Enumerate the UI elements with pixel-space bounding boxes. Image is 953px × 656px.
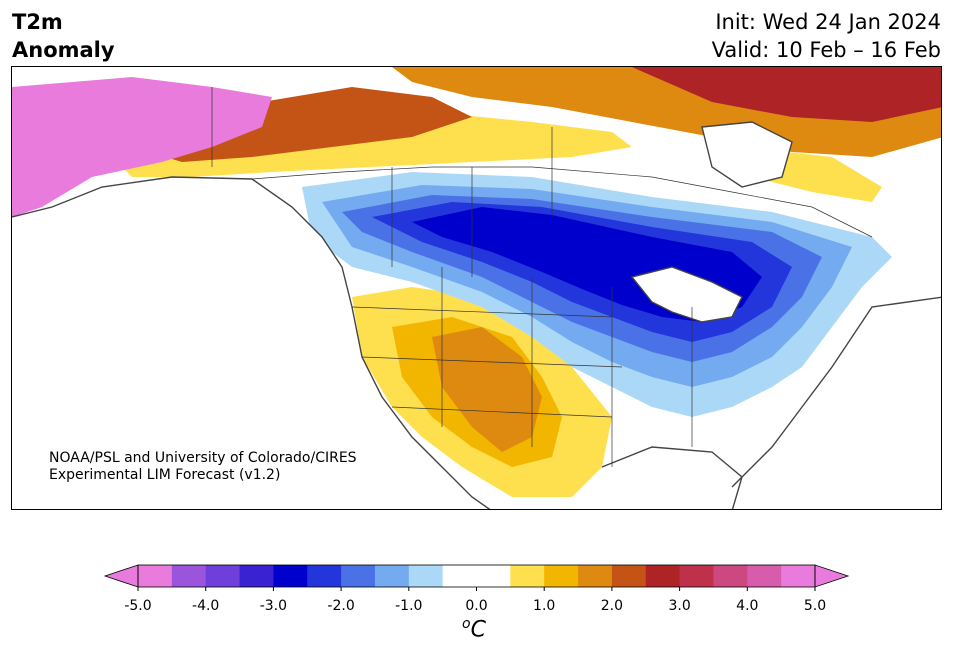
colorbar-swatch [747,565,782,587]
anomaly-map [12,67,941,509]
credit-line-1: NOAA/PSL and University of Colorado/CIRE… [49,450,357,466]
unit-base: C [470,617,486,643]
warm-alaska-pink [12,77,272,217]
colorbar-swatches [138,565,816,587]
colorbar-swatch [679,565,714,587]
colorbar-tick-label: -2.0 [327,598,355,614]
colorbar-tick-label: 5.0 [803,598,827,614]
colorbar-tick-label: -3.0 [259,598,288,614]
colorbar-swatch [408,565,444,587]
colorbar-tick-label: 2.0 [600,598,624,614]
init-date: Init: Wed 24 Jan 2024 [715,10,941,34]
colorbar-swatch [341,565,376,587]
map-panel [11,66,942,510]
colorbar-tick-label: -1.0 [395,598,423,614]
colorbar-swatch [138,565,173,587]
title-line-2: Anomaly [12,38,115,62]
credit-line-2: Experimental LIM Forecast (v1.2) [49,467,281,483]
colorbar-swatch [645,565,681,587]
map-title: T2m Anomaly [12,8,115,64]
colorbar-swatch [307,565,342,587]
colorbar-tick-label: -4.0 [192,598,220,614]
colorbar-under-arrow [103,564,139,588]
colorbar-tick-label: -5.0 [124,598,152,614]
colorbar-swatch [611,565,647,587]
valid-range: Valid: 10 Feb – 16 Feb [711,38,941,62]
colorbar-tick-label: 1.0 [533,598,556,614]
colorbar-swatch [205,565,241,587]
colorbar-tick-label: 0.0 [465,598,488,614]
coastlines [12,121,941,509]
colorbar-swatch [713,565,748,587]
colorbar-swatch [781,565,816,587]
colorbar-over-arrow [814,564,850,588]
colorbar-swatch [544,565,579,587]
colorbar-unit: oC [462,616,486,642]
pacific-ocean [12,177,490,509]
gulf-of-mexico [602,447,742,509]
colorbar-swatch [510,565,545,587]
atlantic-ocean [713,297,941,509]
colorbar-swatch [442,565,477,587]
colorbar-tick-label: 3.0 [668,598,691,614]
colorbar-swatch [578,565,613,587]
great-lakes [632,267,742,322]
colorbar-swatch [476,565,511,587]
unit-superscript: o [462,616,471,632]
hudson-bay [702,122,792,187]
credit-text: NOAA/PSL and University of Colorado/CIRE… [49,450,357,484]
colorbar-tick-label: 4.0 [736,598,759,614]
colorbar-swatch [273,565,308,587]
colorbar-swatch [374,565,410,587]
colorbar-swatch [239,565,274,587]
political-borders [211,87,873,467]
warm-canada-core [632,67,941,122]
warm-southwest-core [432,327,542,452]
forecast-dates: Init: Wed 24 Jan 2024 Valid: 10 Feb – 16… [712,8,941,64]
colorbar-swatch [171,565,207,587]
title-line-1: T2m [12,10,63,34]
